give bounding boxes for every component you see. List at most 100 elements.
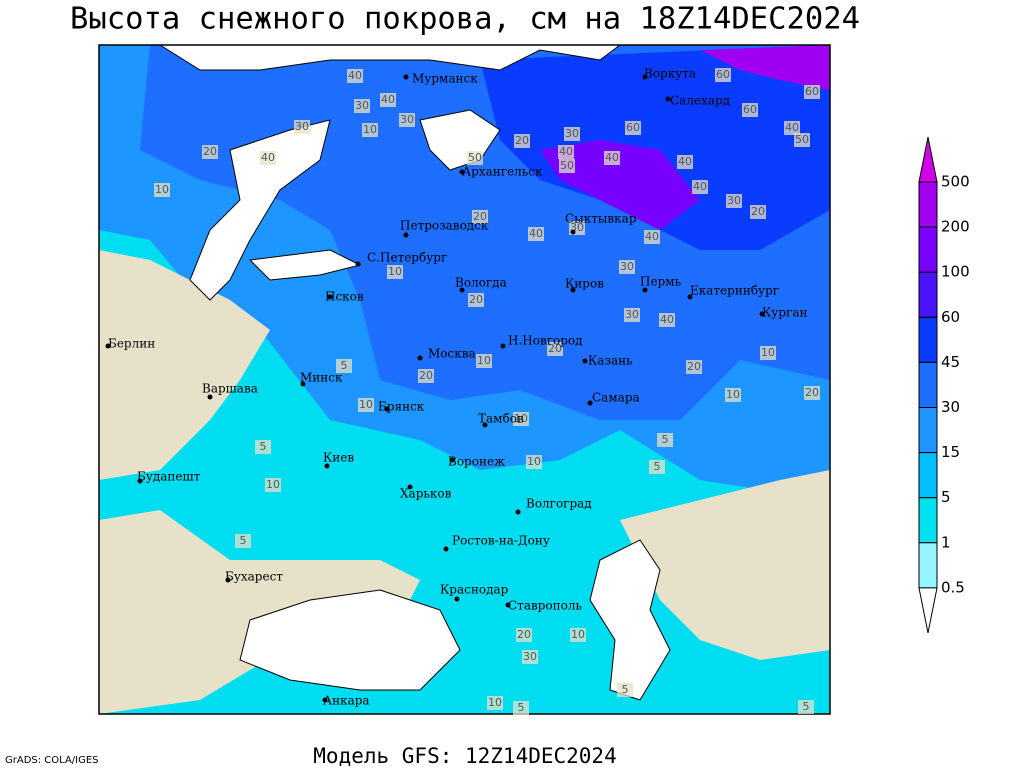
city-label: Волгоград xyxy=(526,497,592,511)
contour-label-box xyxy=(476,354,492,368)
city-label: Псков xyxy=(325,290,364,304)
contour-label: 60 xyxy=(626,121,640,134)
city-dot xyxy=(443,546,449,552)
snow-45 xyxy=(480,45,830,250)
city-label: Киров xyxy=(565,277,604,291)
contour-label-box xyxy=(798,700,814,714)
legend-label: 0.5 xyxy=(941,578,965,596)
city-dot xyxy=(384,406,390,412)
contour-label: 5 xyxy=(662,433,669,446)
city-dot xyxy=(642,287,648,293)
contour-label-box xyxy=(625,121,641,135)
contour-label-box xyxy=(624,308,640,322)
contour-label: 10 xyxy=(571,628,585,641)
city-dot xyxy=(582,358,588,364)
legend-label: 500 xyxy=(941,173,970,191)
contour-label: 20 xyxy=(805,386,819,399)
contour-label: 40 xyxy=(645,230,659,243)
contour-label-box xyxy=(468,293,484,307)
legend-label: 100 xyxy=(941,263,970,281)
contour-label: 40 xyxy=(529,227,543,240)
legend-swatch xyxy=(918,587,938,633)
city-label: Екатеринбург xyxy=(690,284,779,298)
contour-label: 20 xyxy=(751,205,765,218)
city-dot xyxy=(407,484,413,490)
city-label: Мурманск xyxy=(412,72,478,86)
contour-label-box xyxy=(619,260,635,274)
contour-label: 10 xyxy=(266,478,280,491)
contour-label-box xyxy=(686,360,702,374)
city-label: Бухарест xyxy=(225,570,283,584)
contour-label: 5 xyxy=(622,683,629,696)
city-dot xyxy=(570,229,576,235)
contour-label: 50 xyxy=(795,133,809,146)
city-label: Краснодар xyxy=(440,583,509,597)
city-dot xyxy=(665,96,671,102)
city-dot xyxy=(459,169,465,175)
city-label: Ставрополь xyxy=(508,599,582,613)
contour-label: 40 xyxy=(693,180,707,193)
contour-label-box xyxy=(265,478,281,492)
contour-label: 40 xyxy=(348,69,362,82)
contour-label-box xyxy=(657,433,673,447)
city-label: Будапешт xyxy=(137,470,201,484)
contour-label-box xyxy=(644,230,660,244)
contour-label: 10 xyxy=(527,455,541,468)
legend-label: 5 xyxy=(941,488,951,506)
contour-label: 40 xyxy=(261,151,275,164)
contour-label: 30 xyxy=(523,650,537,663)
city-dot xyxy=(459,287,465,293)
contour-label-box xyxy=(347,69,363,83)
contour-label-box xyxy=(255,440,271,454)
city-label: Воркута xyxy=(644,67,696,81)
baltic-sea xyxy=(189,119,331,301)
contour-label-box xyxy=(472,210,488,224)
contour-label: 20 xyxy=(517,628,531,641)
contour-label-box xyxy=(467,151,483,165)
city-label: Харьков xyxy=(400,487,452,501)
contour-label-box xyxy=(558,145,574,159)
contour-label: 10 xyxy=(477,354,491,367)
contour-label: 10 xyxy=(359,398,373,411)
city-dot xyxy=(324,463,330,469)
city-dot xyxy=(759,311,765,317)
legend-swatch xyxy=(918,226,938,273)
legend-swatch xyxy=(918,316,938,363)
city-dot xyxy=(449,457,455,463)
title: Высота снежного покрова, см на 18Z14DEC2… xyxy=(70,2,860,37)
city-dot xyxy=(225,577,231,583)
contour-label-box xyxy=(804,386,820,400)
city-dot xyxy=(687,294,693,300)
city-dot xyxy=(454,596,460,602)
map-frame xyxy=(98,44,831,715)
legend-label: 15 xyxy=(941,443,960,461)
contour-label: 40 xyxy=(660,313,674,326)
city-dot xyxy=(642,74,648,80)
contour-label: 30 xyxy=(727,194,741,207)
contour-label: 40 xyxy=(559,145,573,158)
contour-label-box xyxy=(235,534,251,548)
city-label: Вологда xyxy=(455,276,507,290)
caspian-sea xyxy=(589,539,671,701)
contour-label: 40 xyxy=(678,155,692,168)
legend-label: 1 xyxy=(941,533,951,551)
contour-label-box xyxy=(604,151,620,165)
city-label: Самара xyxy=(592,391,640,405)
city-dot xyxy=(505,602,511,608)
contour-label-box xyxy=(659,313,675,327)
contour-label: 10 xyxy=(761,346,775,359)
contour-label-box xyxy=(354,99,370,113)
contour-label-box xyxy=(726,194,742,208)
city-dot xyxy=(403,232,409,238)
contour-label: 60 xyxy=(743,103,757,116)
city-label: Воронеж xyxy=(448,455,505,469)
contour-label: 5 xyxy=(654,460,661,473)
contour-label-box xyxy=(692,180,708,194)
contour-label-box xyxy=(362,123,378,137)
contour-label: 20 xyxy=(419,369,433,382)
city-label: Пермь xyxy=(640,275,682,289)
city-dot xyxy=(500,343,506,349)
